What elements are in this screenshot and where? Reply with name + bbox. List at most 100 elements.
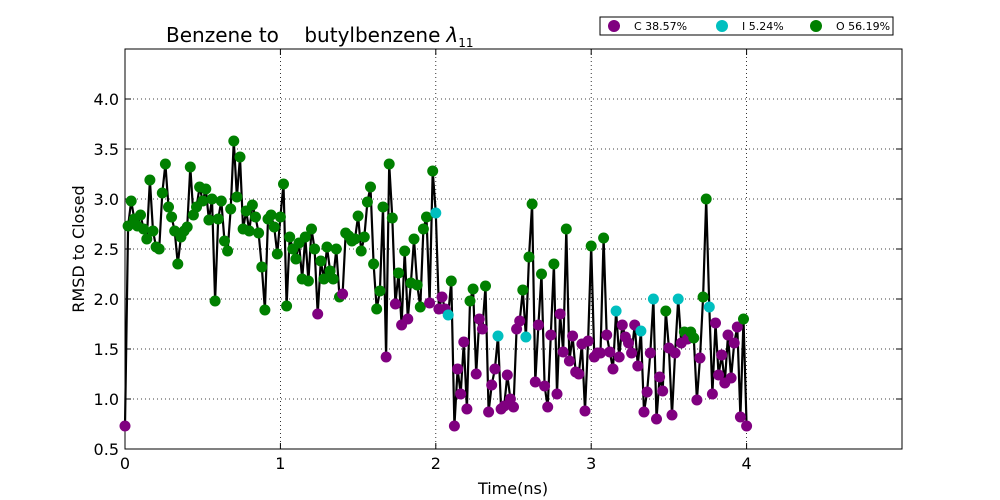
data-point-O	[141, 233, 153, 245]
data-point-C	[567, 330, 579, 342]
axis-ticks: 0 1 2 3 4 0.5 1.0 1.5 2.0 2.5 3.0 3.5 4.0	[94, 49, 902, 473]
data-point-O	[548, 258, 560, 270]
data-point-C	[582, 335, 594, 347]
data-point-O	[358, 231, 370, 243]
data-point-O	[393, 267, 404, 279]
data-point-C	[716, 349, 728, 361]
data-line-layer	[123, 139, 748, 428]
data-point-O	[138, 223, 150, 235]
data-point-O	[219, 235, 230, 247]
data-point-C	[461, 403, 473, 415]
data-point-C	[486, 379, 498, 391]
data-point-O	[284, 231, 296, 243]
y-tick-label: 2.5	[94, 240, 119, 259]
data-point-O	[374, 285, 386, 297]
data-point-C	[573, 368, 585, 380]
data-point-O	[526, 198, 538, 210]
data-point-C	[713, 369, 725, 381]
data-point-C	[529, 376, 541, 388]
data-point-O	[371, 303, 383, 315]
data-point-I	[635, 325, 647, 337]
data-point-O	[181, 221, 193, 233]
y-tick-label: 0.5	[94, 440, 119, 459]
data-point-O	[306, 223, 317, 235]
data-point-O	[355, 245, 367, 257]
data-point-C	[458, 336, 470, 348]
data-point-O	[386, 212, 398, 224]
data-point-O	[408, 233, 420, 245]
y-tick-label: 1.0	[94, 390, 119, 409]
data-point-C	[741, 420, 753, 432]
data-point-O	[299, 231, 311, 243]
data-points-layer	[119, 135, 753, 432]
series-line	[123, 139, 748, 428]
data-point-C	[312, 308, 324, 320]
data-point-O	[368, 258, 380, 270]
data-point-O	[184, 161, 196, 173]
data-point-C	[501, 369, 513, 381]
data-point-O	[302, 275, 314, 287]
data-point-O	[427, 165, 439, 177]
data-point-I	[610, 305, 622, 317]
legend-marker-I	[716, 20, 728, 32]
data-point-C	[473, 313, 485, 325]
data-point-O	[144, 174, 156, 186]
data-point-O	[246, 199, 258, 211]
data-point-O	[281, 300, 293, 312]
data-point-C	[402, 313, 414, 325]
data-point-O	[153, 243, 165, 255]
data-point-O	[163, 201, 174, 213]
x-tick-label: 0	[120, 454, 130, 473]
x-tick-label: 1	[275, 454, 285, 473]
data-point-O	[327, 273, 339, 285]
data-point-C	[651, 413, 662, 425]
legend: C 38.57% I 5.24% O 56.19%	[599, 16, 894, 36]
data-point-O	[135, 209, 146, 221]
data-point-O	[421, 211, 432, 223]
data-point-O	[256, 261, 268, 273]
data-point-O	[253, 227, 265, 239]
data-point-I	[520, 331, 532, 343]
data-point-O	[467, 283, 479, 295]
data-point-C	[632, 360, 644, 372]
data-point-O	[206, 193, 218, 205]
data-point-O	[278, 178, 289, 190]
data-point-O	[738, 313, 749, 325]
data-point-O	[274, 211, 286, 223]
data-point-O	[166, 211, 178, 223]
data-point-O	[417, 223, 429, 235]
data-point-C	[734, 411, 746, 423]
data-point-C	[666, 409, 678, 421]
data-point-C	[563, 355, 575, 367]
data-point-O	[660, 305, 672, 317]
data-point-O	[315, 255, 327, 267]
y-tick-label: 4.0	[94, 90, 119, 109]
data-point-O	[197, 195, 209, 207]
data-point-O	[464, 295, 476, 307]
data-point-C	[669, 347, 681, 359]
data-point-C	[448, 420, 460, 432]
data-point-O	[209, 295, 221, 307]
legend-label-C: C 38.57%	[634, 20, 687, 33]
data-point-O	[215, 195, 227, 207]
data-point-O	[200, 183, 212, 195]
y-axis-label: RMSD to Closed	[69, 185, 88, 312]
data-point-I	[672, 293, 684, 305]
data-point-C	[545, 329, 557, 341]
data-point-O	[271, 248, 283, 260]
data-point-C	[542, 401, 554, 413]
x-tick-label: 3	[586, 454, 596, 473]
data-point-O	[172, 258, 184, 270]
data-point-C	[601, 329, 613, 341]
data-point-O	[318, 273, 330, 285]
data-point-O	[225, 203, 237, 215]
data-point-O	[222, 245, 234, 257]
data-point-O	[700, 193, 712, 205]
data-point-C	[579, 405, 591, 417]
data-point-O	[411, 279, 423, 291]
data-point-C	[657, 385, 669, 397]
data-point-C	[722, 329, 734, 341]
legend-marker-O	[810, 20, 822, 32]
data-point-C	[607, 363, 619, 375]
x-tick-label: 2	[431, 454, 441, 473]
